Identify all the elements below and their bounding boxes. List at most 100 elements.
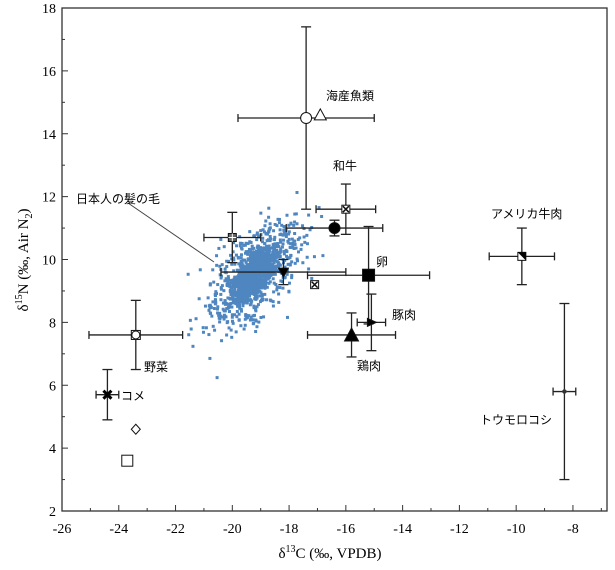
hair-data-point xyxy=(255,294,259,298)
hair-data-point xyxy=(232,269,236,273)
hair-data-point xyxy=(265,285,269,289)
hair-data-point xyxy=(299,247,303,251)
hair-data-point xyxy=(227,259,231,263)
hair-data-point xyxy=(261,257,265,261)
hair-data-point xyxy=(256,260,260,264)
hair-data-point xyxy=(320,214,324,218)
hair-data-point xyxy=(282,228,286,232)
hair-data-point xyxy=(252,306,256,310)
hair-data-point xyxy=(263,242,267,246)
annotation-label: 鶏肉 xyxy=(357,359,381,373)
hair-data-point xyxy=(244,272,248,276)
hair-data-point xyxy=(225,259,229,263)
marker-boxed-x-cross xyxy=(311,281,319,289)
hair-data-point xyxy=(213,294,217,298)
hair-data-point xyxy=(214,290,218,294)
hair-data-point xyxy=(244,251,248,255)
hair-data-point xyxy=(219,292,223,296)
hair-data-point xyxy=(271,258,275,262)
hair-data-point xyxy=(295,190,299,194)
hair-data-point xyxy=(262,264,266,268)
hair-data-point xyxy=(254,289,258,293)
hair-data-point xyxy=(257,250,261,254)
hair-data-point xyxy=(219,314,223,318)
hair-data-point xyxy=(252,275,256,279)
hair-data-point xyxy=(220,339,224,343)
hair-data-point xyxy=(239,290,243,294)
hair-data-point xyxy=(260,298,264,302)
hair-data-point xyxy=(254,329,258,333)
hair-data-point xyxy=(278,233,282,237)
hair-data-point xyxy=(277,300,281,304)
hair-data-point xyxy=(259,211,263,215)
hair-data-point xyxy=(263,277,267,281)
hair-data-point xyxy=(269,258,273,262)
hair-data-point xyxy=(264,274,268,278)
hair-data-point xyxy=(278,238,282,242)
hair-data-point xyxy=(223,302,227,306)
hair-data-point xyxy=(226,305,230,309)
hair-data-point xyxy=(260,256,264,260)
hair-data-point xyxy=(303,240,307,244)
annotation-label: 海産魚類 xyxy=(326,88,374,103)
hair-data-point xyxy=(218,264,222,268)
hair-data-point xyxy=(273,272,277,276)
axis-ticks: -26 -24 -22 -20 -18 -16 -14 -12 -10 -8 2 4 6 8 10 12 14 1… xyxy=(42,2,602,537)
y-tick-label: 4 xyxy=(49,442,56,457)
hair-data-point xyxy=(263,283,267,287)
hair-data-point xyxy=(224,277,228,281)
hair-data-point xyxy=(212,306,216,310)
hair-data-point xyxy=(274,268,278,272)
hair-data-point xyxy=(257,290,261,294)
hair-data-point xyxy=(227,277,231,281)
hair-data-point xyxy=(282,252,286,256)
hair-data-point xyxy=(245,287,249,291)
hair-data-point xyxy=(253,283,257,287)
hair-data-point xyxy=(277,264,281,268)
hair-data-point xyxy=(215,263,219,267)
hair-data-point xyxy=(271,304,275,308)
hair-data-point xyxy=(270,256,274,260)
annotation-label: コメ xyxy=(121,389,145,403)
hair-data-point xyxy=(312,255,316,259)
hair-data-point xyxy=(230,286,234,290)
hair-data-point xyxy=(278,251,282,255)
hair-data-point xyxy=(282,250,286,254)
hair-data-point xyxy=(258,254,262,258)
hair-data-point xyxy=(230,305,234,309)
hair-data-point xyxy=(259,286,263,290)
hair-data-point xyxy=(239,275,243,279)
hair-data-point xyxy=(277,245,281,249)
hair-data-point xyxy=(271,277,275,281)
hair-data-point xyxy=(252,292,256,296)
hair-data-point xyxy=(267,281,271,285)
hair-data-point xyxy=(254,319,258,323)
hair-data-point xyxy=(251,318,255,322)
hair-data-point xyxy=(263,251,267,255)
hair-data-point xyxy=(197,297,201,301)
hair-data-point xyxy=(242,243,246,247)
hair-data-point xyxy=(238,306,242,310)
hair-data-point xyxy=(267,256,271,260)
data-point-group xyxy=(237,26,375,210)
hair-data-point xyxy=(222,245,226,249)
data-point-group xyxy=(220,258,347,286)
marker-bold-x xyxy=(102,389,113,400)
hair-data-point xyxy=(240,280,244,284)
hair-data-point xyxy=(293,212,297,216)
hair-data-point xyxy=(207,333,211,337)
hair-data-point xyxy=(268,271,272,275)
hair-data-point xyxy=(206,296,210,300)
hair-data-point xyxy=(279,240,283,244)
annotation-label: 豚肉 xyxy=(392,308,416,322)
hair-data-point xyxy=(223,267,227,271)
hair-data-point xyxy=(276,242,280,246)
hair-data-point xyxy=(285,272,289,276)
hair-data-point xyxy=(194,317,198,321)
data-point-group xyxy=(95,368,120,421)
hair-data-point xyxy=(191,344,195,348)
hair-data-point xyxy=(250,278,254,282)
hair-data-point xyxy=(201,326,205,330)
x-tick-label: -8 xyxy=(567,522,579,537)
hair-data-point xyxy=(264,298,268,302)
